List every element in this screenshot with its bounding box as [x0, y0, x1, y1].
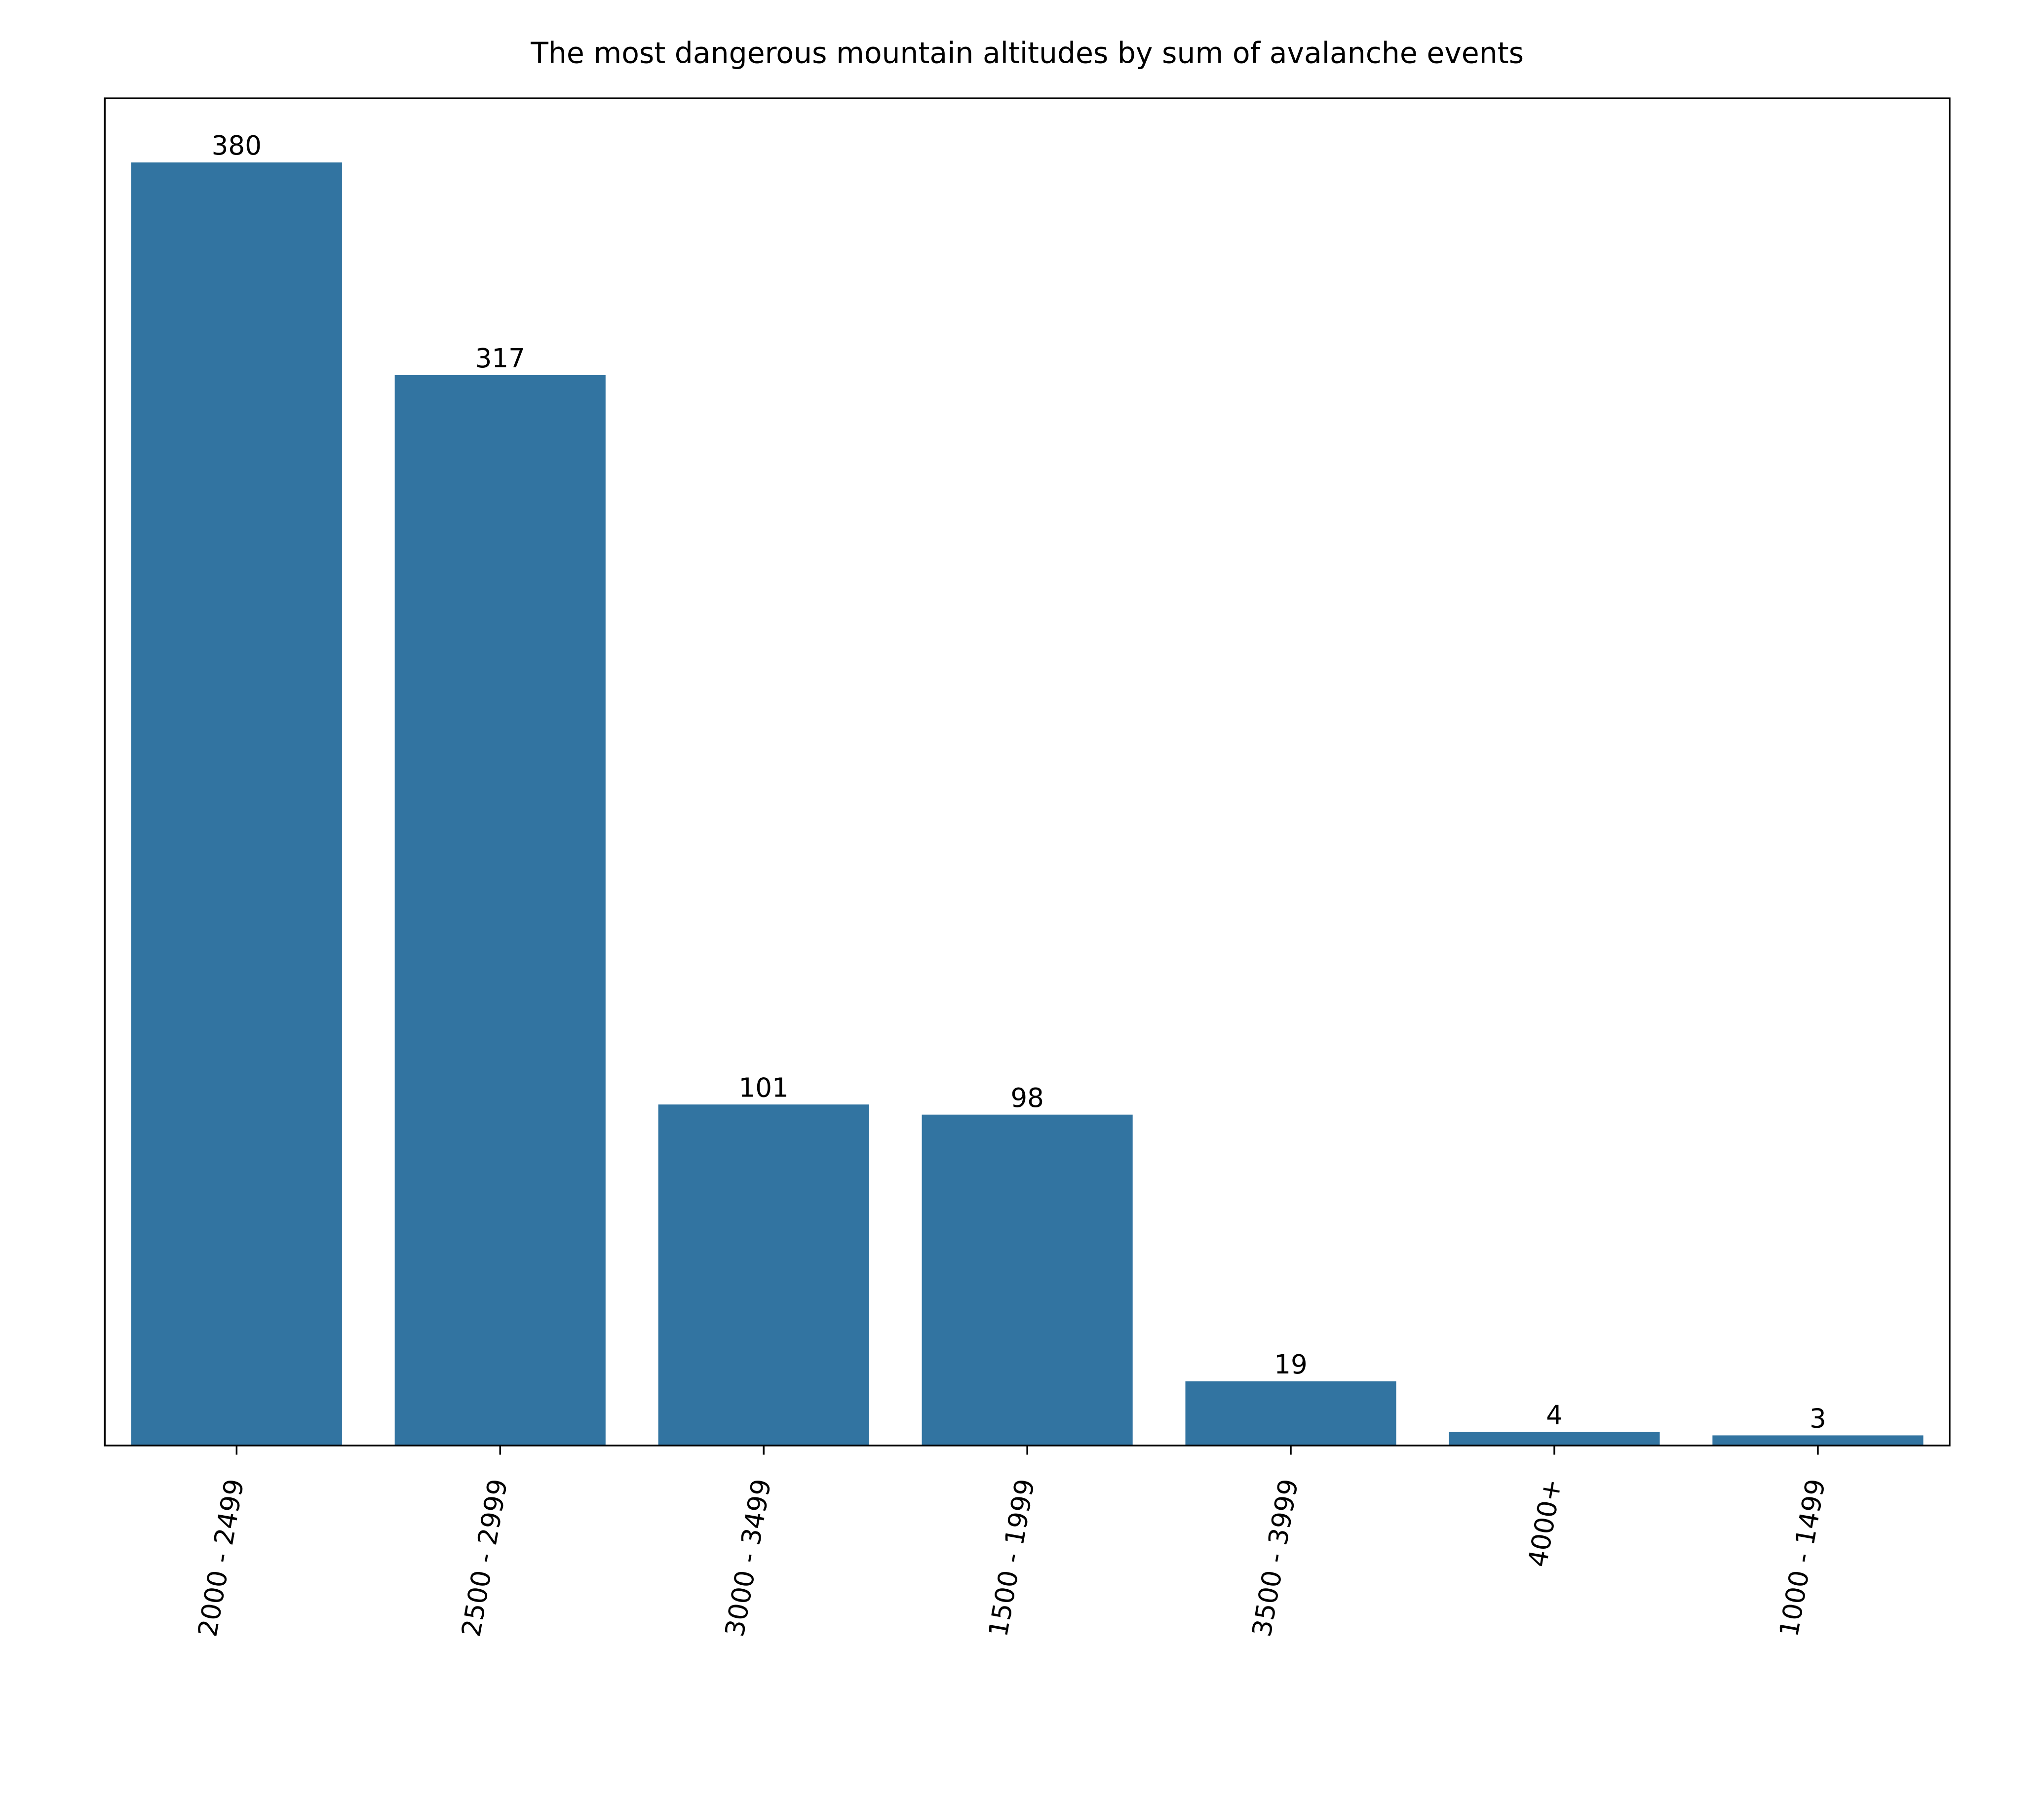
- value-label: 4: [1546, 1400, 1563, 1431]
- value-label: 317: [475, 343, 525, 374]
- value-label: 101: [739, 1072, 789, 1103]
- value-label: 3: [1810, 1403, 1826, 1434]
- value-label: 19: [1274, 1349, 1308, 1380]
- value-label: 380: [212, 130, 262, 161]
- bar: [658, 1104, 869, 1446]
- bar: [394, 375, 606, 1446]
- bar: [922, 1114, 1133, 1446]
- chart-title: The most dangerous mountain altitudes by…: [530, 37, 1524, 70]
- bar: [131, 162, 342, 1446]
- value-label: 98: [1010, 1083, 1044, 1113]
- bar: [1185, 1381, 1396, 1446]
- bar: [1712, 1435, 1924, 1446]
- bar: [1449, 1432, 1660, 1446]
- axes-frame: [104, 97, 1951, 1447]
